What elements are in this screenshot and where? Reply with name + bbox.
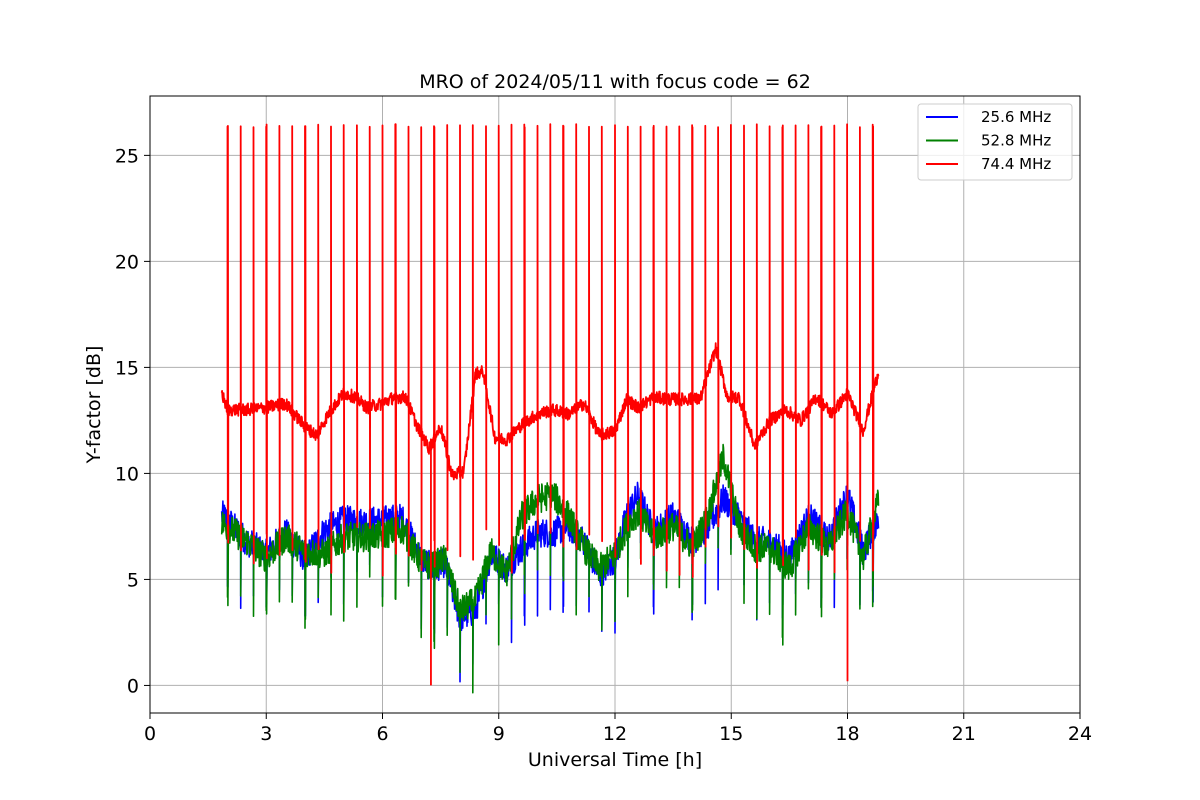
- legend-label: 52.8 MHz: [981, 132, 1051, 150]
- chart-title: MRO of 2024/05/11 with focus code = 62: [419, 71, 811, 93]
- y-tick-label: 5: [127, 569, 139, 591]
- legend-label: 25.6 MHz: [981, 108, 1051, 126]
- axis-ticks: 0 3 6 9 12 15 18 21 24 0 5 10 15 20 25: [115, 145, 1092, 745]
- legend: 25.6 MHz 52.8 MHz 74.4 MHz: [917, 103, 1073, 181]
- legend-label: 74.4 MHz: [981, 155, 1051, 173]
- x-tick-label: 9: [493, 723, 505, 745]
- data-lines: [220, 123, 880, 694]
- series-line-3: [220, 123, 880, 578]
- y-tick-label: 25: [115, 145, 139, 167]
- y-tick-label: 15: [115, 357, 139, 379]
- x-axis-label: Universal Time [h]: [528, 749, 702, 771]
- x-tick-label: 12: [603, 723, 627, 745]
- x-tick-label: 3: [260, 723, 272, 745]
- x-tick-label: 21: [952, 723, 976, 745]
- y-tick-label: 0: [127, 675, 139, 697]
- legend-box: [917, 103, 1073, 181]
- x-tick-label: 18: [835, 723, 859, 745]
- x-tick-label: 15: [719, 723, 743, 745]
- y-tick-label: 20: [115, 251, 139, 273]
- y-tick-label: 10: [115, 463, 139, 485]
- x-tick-label: 24: [1068, 723, 1092, 745]
- y-axis-label: Y-factor [dB]: [83, 346, 105, 465]
- x-tick-label: 0: [144, 723, 156, 745]
- x-tick-label: 6: [376, 723, 388, 745]
